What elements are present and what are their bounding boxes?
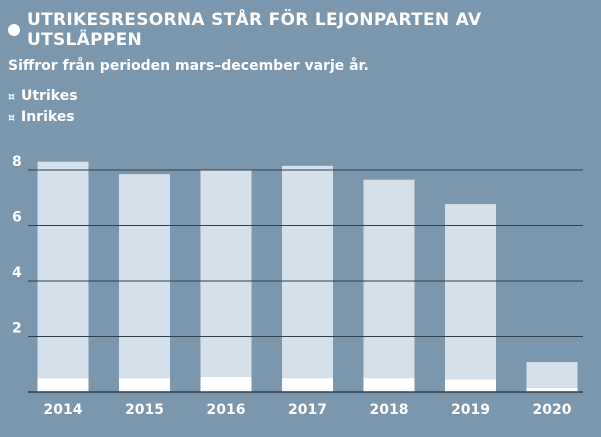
legend-item-utrikes: ¤ Utrikes: [8, 86, 78, 107]
y-tick-label-4: 4: [12, 265, 22, 281]
x-tick-label-2018: 2018: [370, 402, 409, 418]
bar-utrikes-2015: [119, 174, 170, 379]
chart-subtitle: Siffror från perioden mars–december varj…: [8, 58, 369, 74]
bar-utrikes-2020: [526, 362, 578, 388]
bar-utrikes-2014: [37, 161, 89, 379]
bar-inrikes-2019: [445, 379, 496, 392]
bar-inrikes-2017: [282, 378, 333, 392]
x-tick-label-2016: 2016: [207, 402, 246, 418]
chart-title-row: UTRIKESRESORNA STÅR FÖR LEJONPARTEN AV U…: [8, 10, 601, 50]
x-tick-label-2017: 2017: [288, 402, 327, 418]
legend-label-inrikes: Inrikes: [21, 109, 75, 125]
legend-label-utrikes: Utrikes: [21, 88, 78, 104]
legend-symbol-icon: ¤: [8, 111, 15, 124]
y-tick-label-2: 2: [12, 321, 22, 337]
bar-inrikes-2015: [119, 378, 170, 392]
legend: ¤ Utrikes ¤ Inrikes: [8, 86, 78, 128]
x-tick-label-2015: 2015: [125, 402, 164, 418]
x-tick-label-2014: 2014: [44, 402, 83, 418]
bar-utrikes-2018: [363, 179, 415, 379]
legend-item-inrikes: ¤ Inrikes: [8, 107, 78, 128]
x-tick-label-2020: 2020: [533, 402, 572, 418]
chart-title: UTRIKESRESORNA STÅR FÖR LEJONPARTEN AV U…: [26, 10, 482, 50]
bar-utrikes-2016: [200, 170, 252, 377]
bar-inrikes-2016: [200, 376, 252, 392]
bar-inrikes-2014: [37, 378, 89, 392]
legend-symbol-icon: ¤: [8, 90, 15, 103]
bar-inrikes-2020: [526, 387, 578, 392]
bar-utrikes-2017: [282, 165, 333, 379]
x-tick-label-2019: 2019: [451, 402, 490, 418]
bullet-dot-icon: [8, 24, 20, 36]
y-tick-label-6: 6: [12, 210, 22, 226]
bar-utrikes-2019: [445, 204, 496, 380]
bar-inrikes-2018: [363, 378, 415, 392]
y-tick-label-8: 8: [12, 154, 22, 170]
